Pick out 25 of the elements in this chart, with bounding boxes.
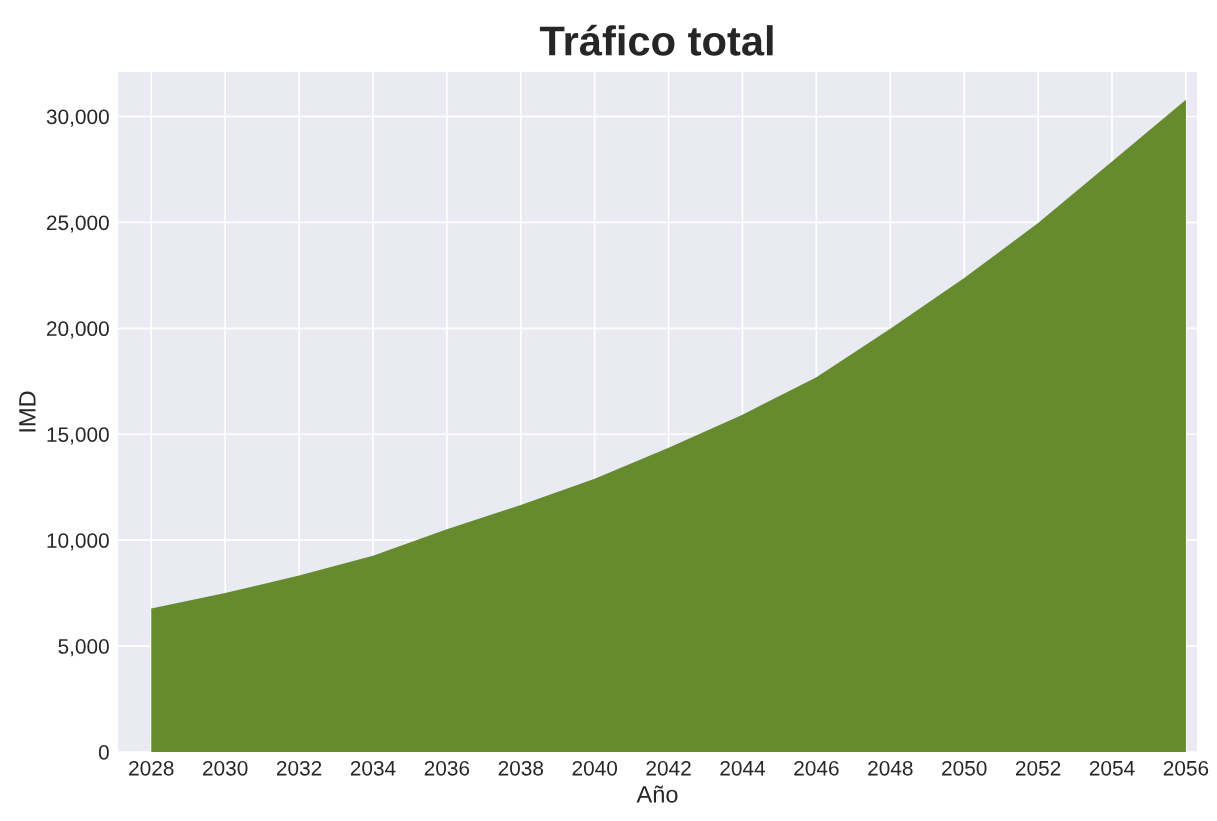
x-tick-label: 2038: [498, 760, 544, 776]
x-tick-label: 2048: [868, 760, 913, 776]
x-axis-title: Año: [636, 785, 678, 803]
x-tick-label: 2042: [646, 760, 691, 776]
x-tick-label: 2044: [720, 760, 766, 776]
x-tick-label: 2040: [572, 760, 618, 776]
x-tick-label: 2034: [350, 760, 396, 776]
y-tick-label: 10,000: [47, 533, 109, 551]
x-tick-label: 2050: [942, 760, 987, 776]
y-tick-label: 20,000: [47, 321, 109, 339]
chart-title: Tráfico total: [539, 24, 773, 56]
x-tick-label: 2030: [203, 760, 248, 776]
x-tick-label: 2052: [1015, 760, 1061, 776]
x-tick-label: 2028: [129, 760, 174, 776]
y-tick-label: 15,000: [47, 427, 109, 445]
y-tick-label: 0: [98, 745, 109, 760]
x-tick-label: 2036: [424, 760, 470, 776]
y-tick-label: 5,000: [58, 639, 109, 657]
y-tick-label: 25,000: [47, 215, 109, 233]
x-tick-label: 2054: [1089, 760, 1135, 776]
x-tick-label: 2056: [1163, 760, 1209, 776]
x-tick-label: 2046: [794, 760, 839, 776]
y-tick-label: 30,000: [46, 109, 109, 127]
y-axis-title: IMD: [19, 391, 36, 432]
x-tick-label: 2032: [276, 760, 322, 776]
